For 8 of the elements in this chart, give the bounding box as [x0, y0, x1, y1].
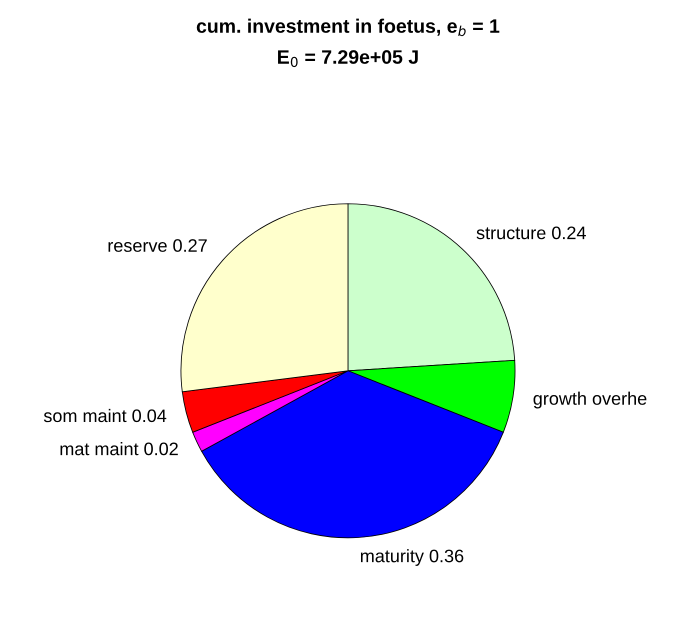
slice-label: structure 0.24 — [476, 226, 586, 240]
slice-label: mat maint 0.02 — [60, 442, 178, 456]
slice-label: maturity 0.36 — [360, 549, 464, 566]
chart-subtitle: E$_{0}$ = 7.29e+05 J — [278, 50, 418, 68]
slice-label: growth overhe — [534, 392, 646, 408]
chart-title: cum. investment in foetus, e$_{b}$ = 1 — [196, 18, 500, 36]
slice-label: reserve 0.27 — [108, 239, 207, 252]
slice-label: som maint 0.04 — [44, 408, 166, 422]
